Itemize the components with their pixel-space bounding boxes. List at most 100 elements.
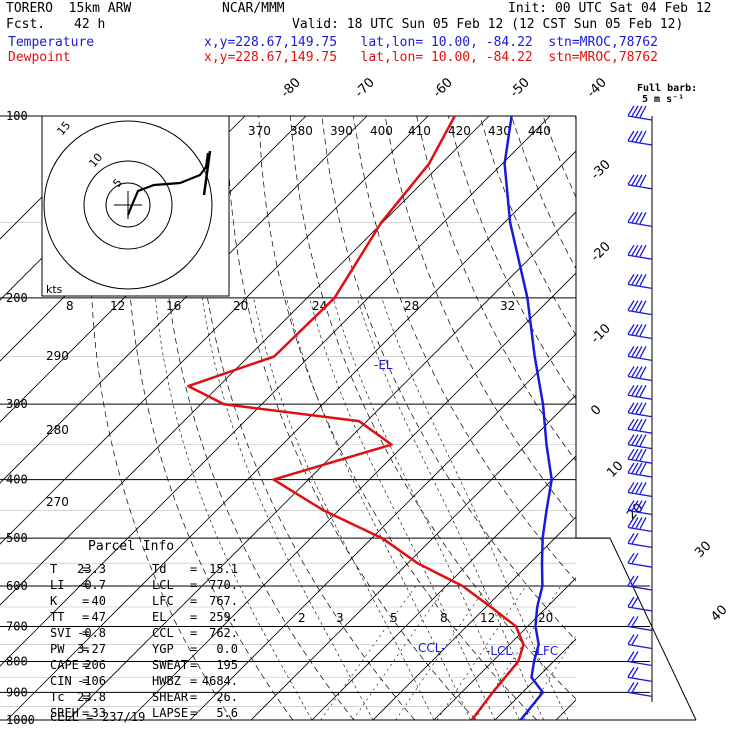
wind-barb [627,462,653,478]
parcel-value-v1: 47 [91,610,106,624]
wind-barb [627,418,653,434]
wind-barb-staff [627,428,653,434]
wind-barb-flag [635,346,643,358]
wind-barb-flag [631,244,639,256]
wind-barb-flag [631,366,639,377]
theta-label: 440 [528,124,551,138]
wind-barb-flag [627,244,635,256]
wind-barb-flag [627,462,635,473]
wind-barb-flag [627,418,635,430]
wind-barb-flag [631,384,639,396]
wind-barb-flag [639,517,647,530]
wind-barb-staff [627,309,653,316]
parcel-label-l1: CIN [50,674,72,688]
dry-adiabat [226,116,477,720]
wind-barb-staff [627,394,653,400]
init-time: Init: 00 UTC Sat 04 Feb 12 [508,1,712,16]
equals-sign: = [82,642,90,656]
wind-barb [627,274,653,290]
dry-adiabat [161,116,355,720]
parcel-label-l2: Td [152,562,167,576]
wind-barb-flag [627,634,635,645]
wind-barb-flag [631,212,639,223]
isotherm-line [617,116,740,720]
wind-barb-flag [627,105,635,116]
theta-label: 410 [408,124,431,138]
isotherm-line [311,455,576,720]
parcel-label-l2: EL [152,610,167,624]
dry-adiabat [353,116,576,582]
pressure-label: 200 [6,291,28,305]
equals-sign: = [190,674,198,688]
parcel-value-v2: 770. [209,578,238,592]
wind-barb-flag [627,212,635,223]
equals-sign: = [82,562,90,576]
sounding-traces: -EL CCL- -LCL -LFC [187,115,558,721]
hodograph-trace-top [202,150,212,196]
wind-barb-flag [639,434,647,447]
isotherm-line [250,394,576,720]
wind-barb-flag [631,105,639,117]
wind-barb-flag [627,482,635,493]
theta-label: 280 [46,423,69,437]
wind-barb-flag [639,418,647,431]
wind-barb-flag [627,324,635,335]
wind-barb-staff [627,472,653,478]
pressure-label: 400 [6,473,28,487]
wind-barb [627,402,653,418]
wind-barb-flag [639,130,647,143]
right-border [575,116,697,721]
location-line-temp: x,y=228.67,149.75 lat,lon= 10.00, -84.22… [204,35,658,50]
wind-barb-staff [627,526,653,533]
temperature-trace [503,115,553,721]
wind-barb [627,482,653,498]
wind-barb-flag [639,462,647,475]
wind-barb-flag [639,324,647,337]
org-name: NCAR/MMM [222,1,285,16]
dry-adiabat [258,116,538,720]
wind-barb-flag [639,105,647,118]
location-line-dew: x,y=228.67,149.75 lat,lon= 10.00, -84.22… [204,50,658,65]
parcel-label-l1: T [50,562,58,576]
aux-labels: 370 380 390 400 410 420 430 440 290 280 270 2 3 5 8 12 2… [46,124,553,625]
wind-barb-flag [635,462,643,475]
wind-barb-flag [631,402,639,414]
theta-label: 420 [448,124,471,138]
parcel-value-v2: 259. [209,610,238,624]
dewpoint-trace [187,115,525,721]
wind-barb-flag [627,300,635,311]
parcel-label-l1: Tc [50,690,65,704]
theta-label: 270 [46,495,69,509]
wind-barb-flag [635,174,643,186]
parcel-value-v2: 195 [216,658,238,672]
parcel-value-v1: 206 [84,658,106,672]
wind-barb-staff [627,660,653,667]
wind-barb-flag [639,346,647,358]
wind-barb-flag [635,130,643,143]
wind-barb-flag [631,434,639,446]
isotherm-label: -80 [278,75,304,101]
wind-barb-flag [635,366,643,378]
equals-sign: = [82,626,90,640]
pressure-label: 900 [6,685,28,699]
model-name: TORERO 15km ARW [6,1,132,16]
equals-sign: = [82,578,90,592]
isotherm-label: -70 [352,75,378,101]
wind-barb-staff [627,254,653,260]
wind-barb-flag [635,402,643,414]
wind-barb [627,651,653,667]
isotherm-label: -30 [588,157,614,183]
lcl-marker: -LCL [486,644,512,658]
parcel-label-l2: LCL [152,578,174,592]
wind-barb-flag [627,575,635,586]
dry-adiabat [606,116,740,720]
isotherm-label: -10 [588,321,614,347]
cell-label: CELL = [50,710,94,724]
wind-barb-staff [627,676,653,683]
wind-barb-flag [631,174,639,186]
parcel-label-l1: TT [50,610,65,624]
parcel-value-v1: 3.27 [77,642,106,656]
isotherm-line [189,333,576,720]
dry-adiabat [289,116,576,700]
wind-barb [627,533,653,549]
